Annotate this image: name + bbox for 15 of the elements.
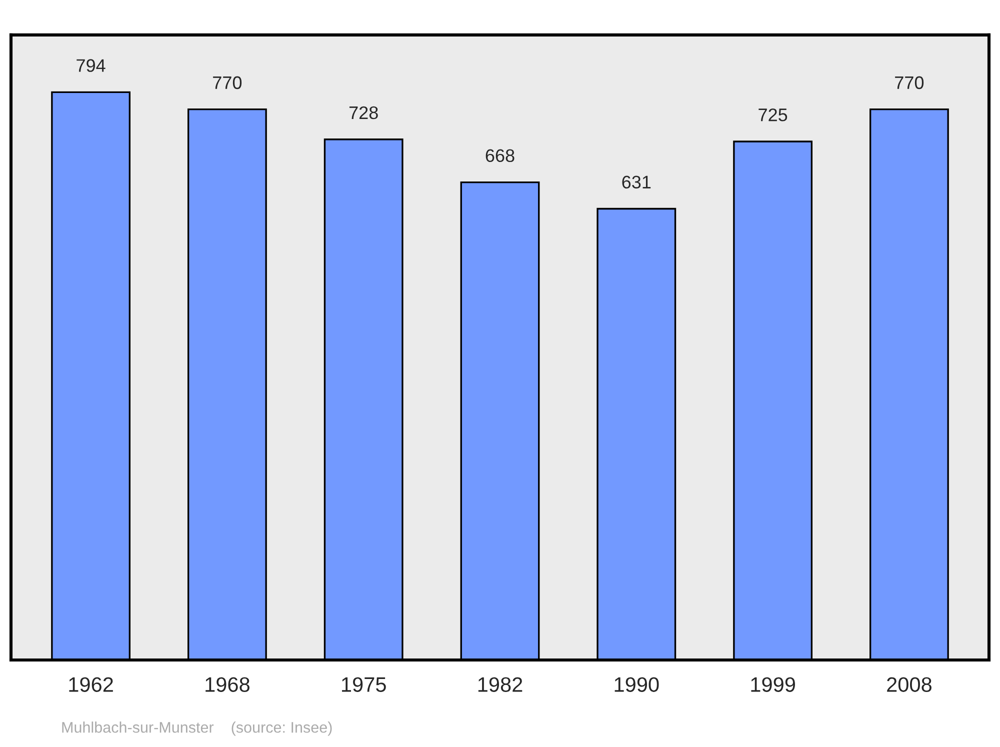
x-tick-label: 1962: [69, 677, 113, 692]
x-tick-label: 1990: [614, 677, 659, 692]
data-label: 770: [213, 76, 242, 90]
data-label: 668: [486, 149, 514, 162]
text: Muhlbach-sur-Munster (source: Insee): [62, 722, 332, 736]
x-tick-label: 1982: [478, 677, 522, 692]
data-label: 794: [76, 59, 106, 72]
data-label: 631: [622, 176, 651, 188]
x-tick-label: 1999: [751, 677, 795, 692]
x-tick-label: 1968: [206, 677, 250, 692]
x-tick-label: 2008: [887, 677, 932, 692]
data-label: 725: [758, 108, 788, 122]
data-label: 770: [895, 76, 924, 90]
data-label: 728: [349, 106, 378, 120]
x-tick-label: 1975: [342, 677, 386, 692]
